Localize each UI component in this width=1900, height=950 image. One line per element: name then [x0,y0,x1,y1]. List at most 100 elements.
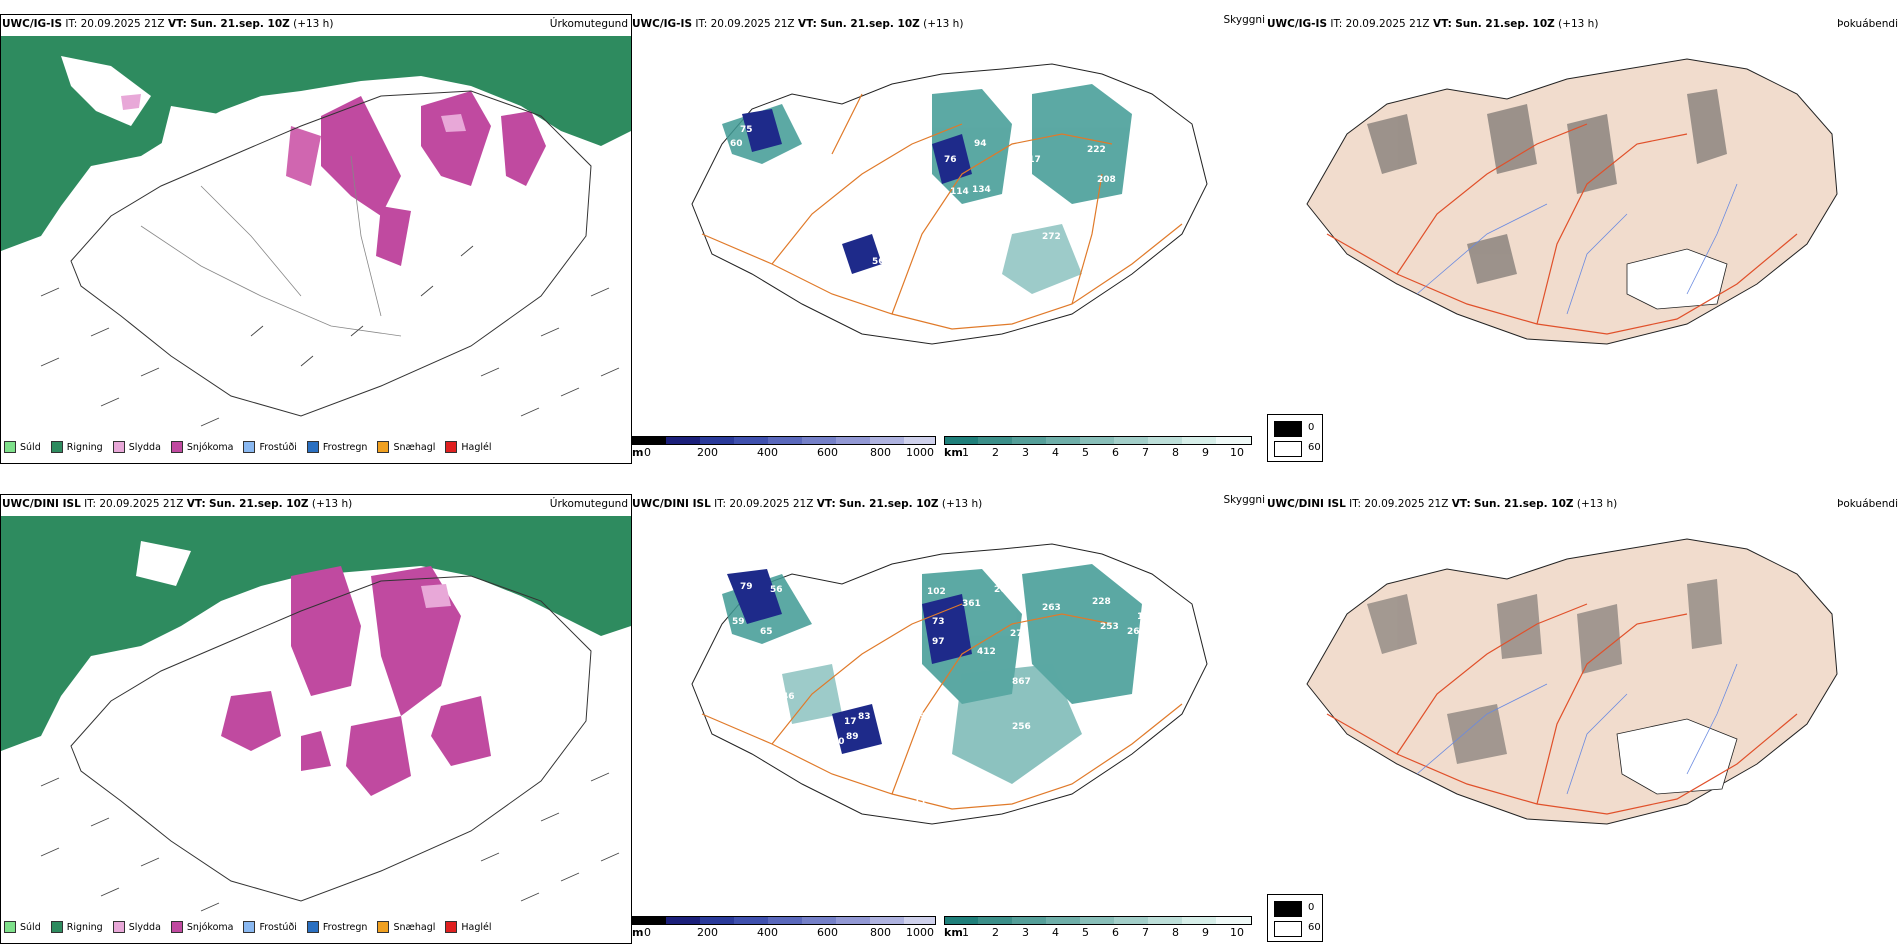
svg-text:222: 222 [1087,145,1106,155]
panel-title: Skyggni [1223,14,1266,26]
svg-text:71: 71 [854,289,867,299]
legend-item: Frostúði [243,921,297,933]
it-label: IT: [65,18,78,30]
svg-text:217: 217 [1022,155,1041,165]
svg-text:253: 253 [1100,622,1119,632]
svg-text:56: 56 [872,257,885,267]
svg-text:590: 590 [1170,201,1189,211]
svg-text:195: 195 [1017,187,1036,197]
panel-title: Úrkomutegund [549,18,628,30]
svg-text:65: 65 [760,627,773,637]
svg-text:97: 97 [932,637,945,647]
svg-text:867: 867 [1012,677,1031,687]
legend-item: Súld [4,921,41,933]
legend-item: Frostúði [243,441,297,453]
panel-title: Þokuábendi [1837,498,1898,510]
legend-item: Frostregn [306,441,367,453]
wind-barbs [40,245,620,427]
svg-text:204: 204 [994,585,1013,595]
tick: 1000 [906,446,934,459]
panel-header: UWC/DINI ISL IT: 20.09.2025 21Z VT: Sun.… [632,494,1267,514]
iceland-land [1306,538,1838,825]
vis-scale-unit: km [944,446,963,459]
legend-item: Snjókoma [170,921,233,933]
cloud-base-scale: m 0 200 400 600 800 1000 [632,916,937,944]
svg-text:59: 59 [732,617,745,627]
cloud-base-scale-bar [632,436,936,445]
svg-text:102: 102 [927,587,946,597]
fog-indicator-panel: UWC/DINI ISL IT: 20.09.2025 21Z VT: Sun.… [1267,494,1900,944]
svg-text:263: 263 [1042,603,1061,613]
svg-text:694: 694 [1172,632,1191,642]
river-network [1416,663,1738,795]
svg-text:56: 56 [770,585,783,595]
legend-item: Slydda [112,441,161,453]
svg-text:90: 90 [832,737,845,747]
fog-legend: 0 60 [1267,894,1323,942]
road-network [1326,123,1798,335]
visibility-scale: km 1 2 3 4 5 6 7 8 9 10 [944,916,1254,944]
lead-time: (+13 h) [293,18,334,30]
svg-text:272: 272 [1042,232,1061,242]
svg-text:167: 167 [1137,612,1156,622]
legend-item: Haglél [445,921,492,933]
panel-header: UWC/IG-IS IT: 20.09.2025 21Z VT: Sun. 21… [1267,14,1900,34]
panel-header: UWC/DINI ISL IT: 20.09.2025 21Z VT: Sun.… [2,494,630,514]
svg-text:46: 46 [782,692,795,702]
ceiling-visibility-panel: UWC/IG-IS IT: 20.09.2025 21Z VT: Sun. 21… [632,14,1267,464]
svg-text:30: 30 [942,267,955,277]
svg-text:60: 60 [730,139,743,149]
precip-type-panel: UWC/DINI ISL IT: 20.09.2025 21Z VT: Sun.… [0,494,632,944]
precip-legend: Súld Rigning Slydda Snjókoma Frostúði Fr… [4,436,492,458]
svg-text:264: 264 [1127,627,1146,637]
svg-text:10: 10 [752,167,765,177]
panel-header: UWC/IG-IS IT: 20.09.2025 21Z VT: Sun. 21… [632,14,1267,34]
iceland-coastline [70,575,592,902]
svg-text:76: 76 [944,155,957,165]
tick: 400 [757,446,778,459]
legend-item: Rigning [50,921,103,933]
svg-text:134: 134 [972,185,991,195]
fog-indicator-panel: UWC/IG-IS IT: 20.09.2025 21Z VT: Sun. 21… [1267,14,1900,464]
snow-area [291,566,361,696]
precip-map [1,516,631,921]
svg-text:89: 89 [846,732,859,742]
panel-title: Úrkomutegund [549,498,628,510]
svg-text:256: 256 [1012,722,1031,732]
tick: 600 [817,446,838,459]
svg-text:75: 75 [740,125,753,135]
snow-area [321,96,401,216]
valid-time: Sun. 21.sep. 10Z [190,18,290,30]
svg-text:17: 17 [844,717,857,727]
ceiling-map: 75 60 76 94 114 134 217 195 222 208 406 … [691,63,1208,345]
legend-item: Snæhagl [377,921,435,933]
cloud-labels: 75 60 76 94 114 134 217 195 222 208 406 … [730,107,1189,299]
panel-frame [0,494,632,944]
legend-item: Slydda [112,921,161,933]
legend-item: Snjókoma [170,441,233,453]
iceland-coastline [70,90,592,417]
legend-item: Súld [4,441,41,453]
precip-map [1,36,631,441]
model-name: UWC/IG-IS [2,18,63,30]
svg-text:228: 228 [1092,597,1111,607]
glacier-white [1616,718,1738,795]
fog-legend-high: 0 [1308,422,1315,433]
tick: 200 [697,446,718,459]
svg-text:139: 139 [907,712,926,722]
legend-item: Rigning [50,441,103,453]
svg-text:11: 11 [914,797,927,807]
fog-legend-low: 60 [1308,442,1321,453]
svg-text:94: 94 [974,139,987,149]
panel-header: UWC/DINI ISL IT: 20.09.2025 21Z VT: Sun.… [1267,494,1900,514]
cloud-scale-unit: m [632,446,644,459]
cloud-base-areas [742,109,972,274]
svg-text:275: 275 [1010,629,1029,639]
svg-text:406: 406 [1124,179,1143,189]
legend-item: Snæhagl [377,441,435,453]
legend-item: Haglél [445,441,492,453]
svg-text:79: 79 [740,582,753,592]
road-network [701,603,1183,810]
legend-item: Frostregn [306,921,367,933]
precip-type-panel: UWC/IG-IS IT: 20.09.2025 21Z VT: Sun. 21… [0,14,632,464]
